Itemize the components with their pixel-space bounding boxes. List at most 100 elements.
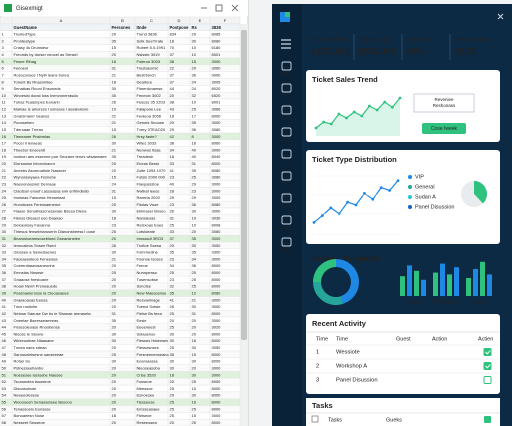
point (312, 221, 316, 224)
checkbox[interactable] (483, 376, 492, 384)
cell: Tvery 3TEAO20 (137, 127, 166, 132)
cell: 18 (112, 79, 117, 84)
cell: 30 (112, 331, 117, 336)
cell: 15 (192, 352, 197, 357)
cell: 25 (170, 413, 175, 418)
cell: 20 (112, 284, 117, 289)
nav-icon (281, 171, 292, 181)
scroll-thumb[interactable] (241, 30, 247, 340)
cell: 25 (170, 400, 175, 405)
cell: 25 (192, 175, 197, 180)
cell: 20 (112, 406, 117, 411)
pie-slice (461, 181, 483, 207)
checkbox[interactable] (484, 416, 491, 423)
bar (400, 276, 405, 296)
cell: Lotsloeate (137, 229, 156, 234)
cell: 15 (192, 59, 197, 64)
cell: 30 (192, 372, 197, 377)
cell: 20 (112, 236, 117, 241)
cell: Deartere (137, 79, 153, 84)
cell: 19 (112, 107, 117, 112)
cell: Wirkeooleae Nlaasane (14, 338, 55, 343)
cell: 20 (192, 318, 197, 323)
cell: 30 (112, 209, 117, 214)
cell: 32 (192, 93, 197, 98)
row-number: 56 (2, 406, 7, 411)
cell: Netose Saeuse Dw bs le Sisseae areraseta (14, 311, 92, 316)
cell: 3000 (212, 134, 222, 139)
cell: 8000 (212, 277, 222, 282)
cell: 18 (170, 38, 175, 43)
row-number: 50 (2, 365, 7, 370)
checkbox[interactable] (311, 415, 319, 423)
cell: 25 (192, 270, 197, 275)
cell: 1 (316, 350, 319, 356)
cell: Nesseet Sesseoe (14, 420, 46, 425)
cell: 8080 (212, 202, 222, 207)
menu-icon[interactable] (281, 39, 291, 49)
point (346, 200, 349, 204)
cell: 29 (192, 32, 197, 37)
cell: 3020 (212, 325, 222, 330)
cell: Foleron 3003 (137, 59, 161, 64)
button[interactable] (422, 123, 466, 134)
row-number: 5 (2, 59, 5, 64)
cell: 35 (112, 38, 117, 43)
column-header: Gueks (386, 417, 402, 423)
row-number: 2 (2, 38, 5, 43)
row-number: 42 (2, 311, 7, 316)
cell: 15 (112, 195, 117, 200)
point (360, 114, 364, 118)
nav-icon (281, 237, 292, 247)
stat-value: 12/15 (454, 46, 477, 56)
cell: Aneebs Asoreoatloie Nasseer (14, 168, 67, 173)
point (322, 120, 326, 124)
cell: 6180 (212, 45, 222, 50)
cell: 17 (192, 113, 197, 118)
legend-label: Sudan A (415, 194, 436, 200)
title-bar (0, 0, 248, 16)
cell: 29 (192, 195, 197, 200)
cell: 3 (316, 378, 319, 384)
logo-part (285, 12, 290, 17)
cell: 30 (112, 359, 117, 364)
cell: 26 (170, 304, 175, 309)
cell: 20 (112, 400, 117, 405)
cell: 25 (112, 270, 117, 275)
cell: 25 (192, 107, 197, 112)
nav-label: Strmoms (279, 72, 294, 76)
close-icon[interactable] (497, 13, 504, 20)
checkbox[interactable] (483, 348, 492, 356)
cell: 25 (192, 284, 197, 289)
cell: 20 (112, 325, 117, 330)
cell: 37 (170, 236, 175, 241)
nav-label: Tlees (282, 160, 291, 164)
row-number: 13 (2, 113, 7, 118)
cell: 19 (192, 216, 197, 221)
column-letter: A (60, 18, 63, 23)
cell: Rotan So (14, 359, 31, 364)
cell: 24 (112, 181, 117, 186)
cell: 35 (192, 120, 197, 125)
cell: 20 (112, 345, 117, 350)
bar (480, 261, 485, 296)
row-number: 43 (2, 318, 7, 323)
cell: Trestaeomic (137, 66, 159, 71)
header-cell: Rs (192, 25, 198, 30)
close[interactable] (231, 4, 239, 12)
cell: 3050 (212, 345, 222, 350)
maximize[interactable] (215, 4, 223, 12)
cell: Fitolas Vsoe (137, 202, 160, 207)
row-number: 32 (2, 243, 7, 248)
row-number: 45 (2, 331, 7, 336)
cell: Wooooeeh Senasseteee Bsoooo (14, 400, 73, 405)
cell: 29 (192, 181, 197, 186)
cell: 23 (170, 277, 175, 282)
checkbox[interactable] (483, 362, 492, 370)
cell: Feoleoa 3056 (137, 113, 162, 118)
button-label[interactable]: Cose Iweek (431, 126, 458, 132)
cell: 20 (112, 372, 117, 377)
donut-segment (336, 259, 359, 304)
cell: 8001 (212, 52, 222, 57)
